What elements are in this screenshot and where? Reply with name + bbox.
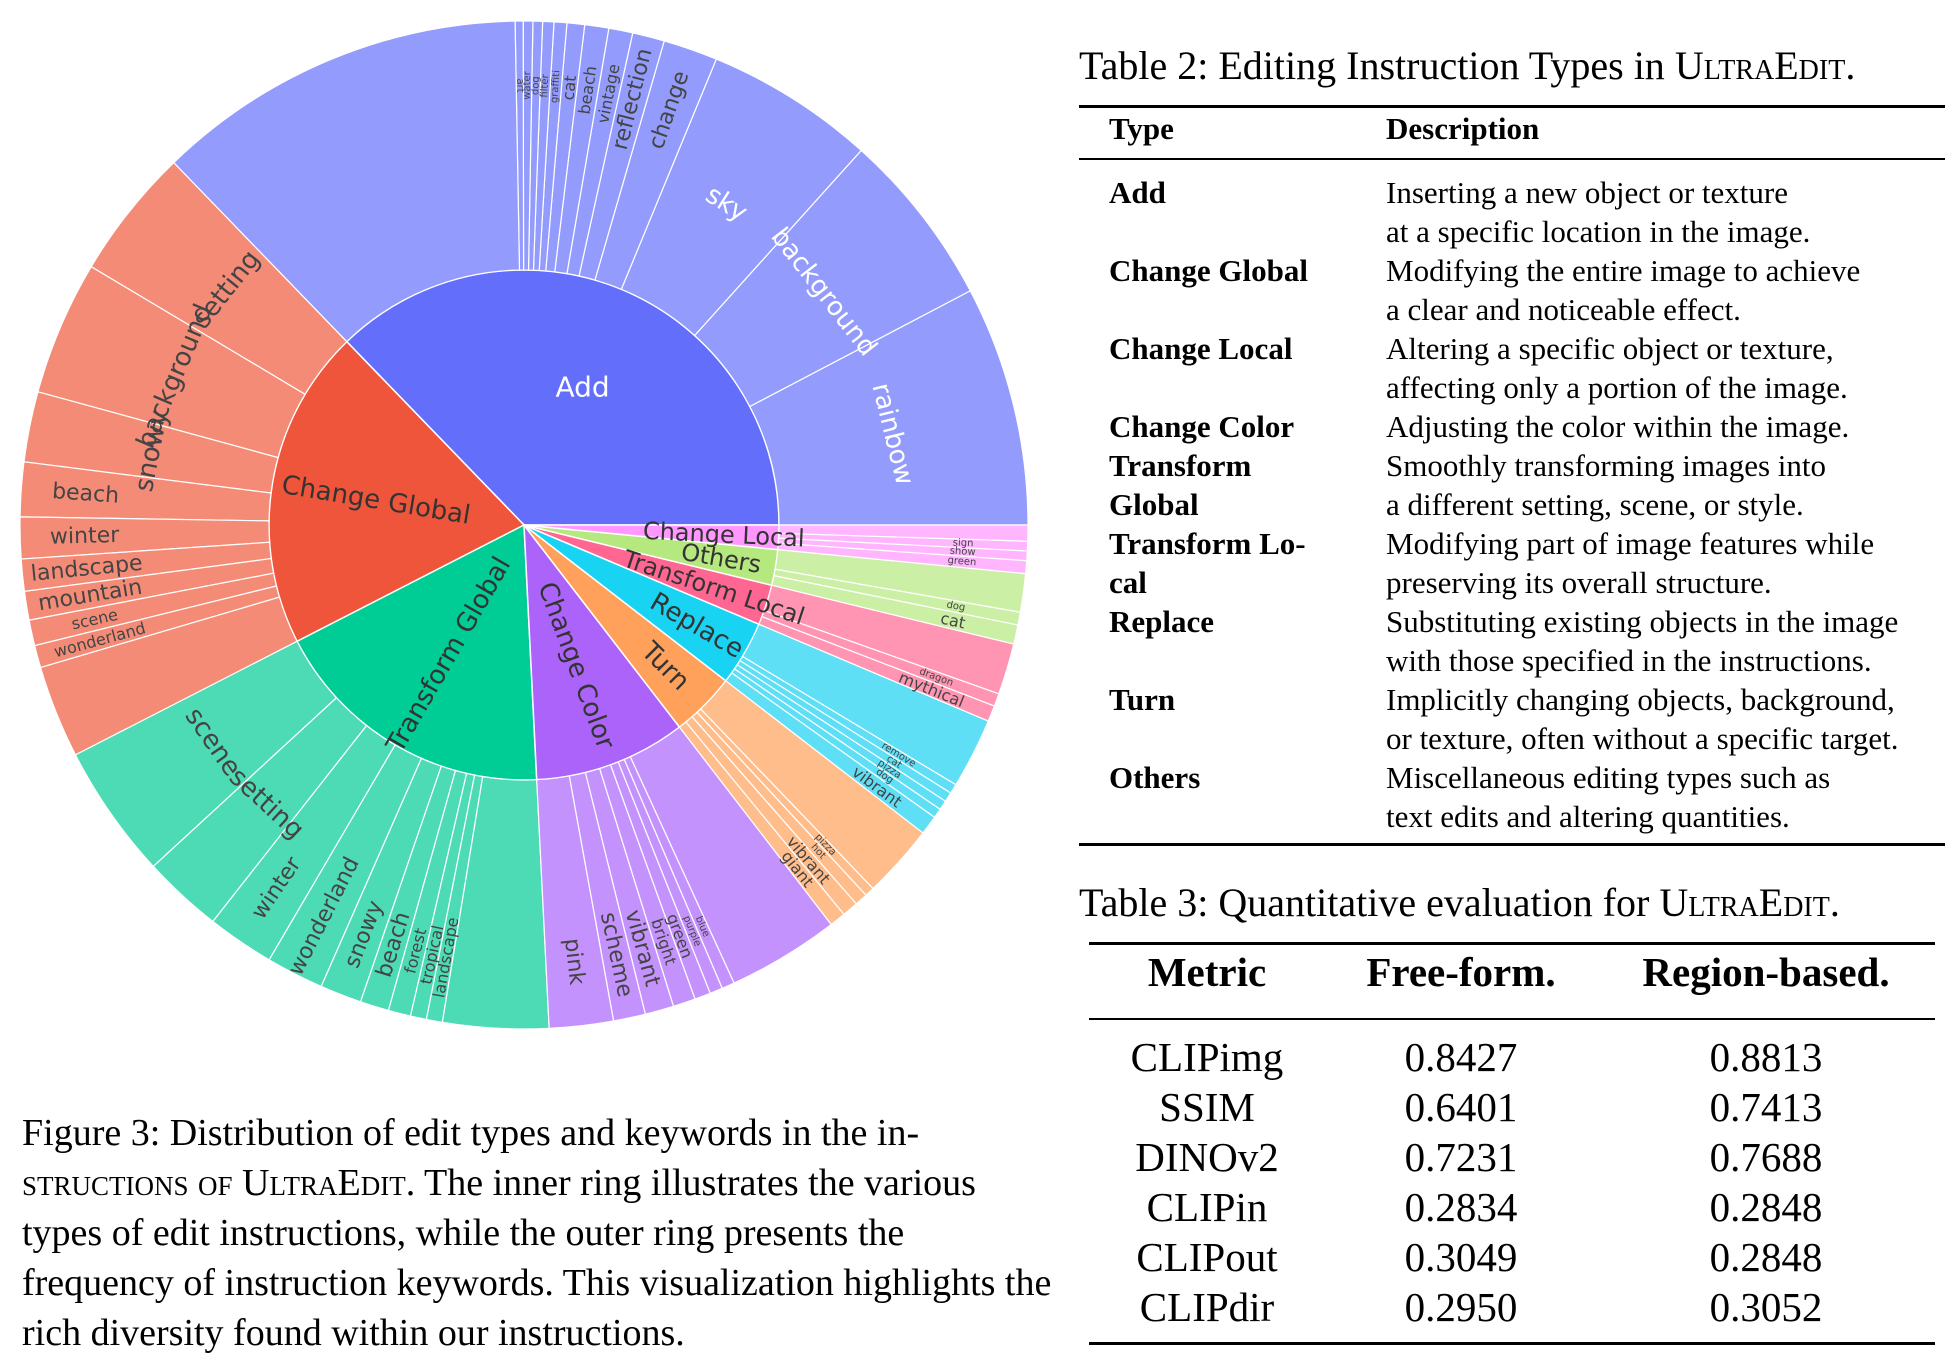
table2-desc-cell: text edits and altering quantities.: [1386, 799, 1790, 834]
outer-label: beach: [51, 479, 120, 509]
table3-value-cell: 0.7231: [1404, 1134, 1518, 1180]
outer-label: dog: [530, 76, 542, 95]
inner-label: Add: [555, 370, 609, 403]
table3-metric-cell: SSIM: [1159, 1084, 1255, 1130]
table3-value-cell: 0.2848: [1709, 1184, 1823, 1230]
table3-metric-cell: CLIPimg: [1130, 1034, 1284, 1080]
outer-label: winter: [50, 523, 121, 550]
table2-desc-cell: Implicitly changing objects, background,: [1386, 682, 1895, 717]
table2-type-cell: Replace: [1109, 604, 1215, 639]
table2-type-cell: Transform: [1109, 448, 1252, 483]
table2-header-type: Type: [1109, 111, 1174, 146]
figure-caption: Figure 3: Distribution of edit types and…: [22, 1108, 1052, 1358]
table3-value-cell: 0.6401: [1404, 1084, 1518, 1130]
table2-desc-cell: Adjusting the color within the image.: [1386, 409, 1850, 444]
table3-value-cell: 0.3052: [1709, 1284, 1823, 1330]
outer-label: cat: [559, 74, 580, 101]
outer-label: sign: [953, 537, 974, 549]
outer-label: show: [949, 546, 975, 559]
table3-metric-cell: CLIPdir: [1139, 1284, 1275, 1330]
table2-desc-cell: Modifying the entire image to achieve: [1386, 253, 1861, 288]
table3-title-name: UltraEdit.: [1659, 880, 1840, 925]
table2-title-name: UltraEdit.: [1674, 43, 1856, 88]
table2-type-cell: Change Local: [1109, 331, 1293, 366]
caption-rest: The inner ring illustrates the various t…: [22, 1162, 1052, 1354]
table3-value-cell: 0.7413: [1709, 1084, 1823, 1130]
table2-type-cell: Global: [1109, 487, 1199, 522]
table3-value-cell: 0.2950: [1404, 1284, 1518, 1330]
table3-value-cell: 0.2834: [1404, 1184, 1518, 1230]
table2-desc-cell: Altering a specific object or texture,: [1386, 331, 1834, 366]
table3-bottom-rule: [1089, 1342, 1935, 1345]
table2-desc-cell: Smoothly transforming images into: [1386, 448, 1826, 483]
caption-label: Figure 3: Distribution of edit types and…: [22, 1112, 920, 1154]
table2-type-cell: Add: [1109, 175, 1166, 210]
table3-value-cell: 0.8427: [1404, 1034, 1518, 1080]
table3-title-prefix: Table 3: Quantitative evaluation for: [1079, 880, 1650, 925]
outer-slice-add: [172, 20, 521, 343]
caption-sc: structions of UltraEdit.: [22, 1162, 416, 1204]
table3-header-cell: Region-based.: [1642, 949, 1890, 995]
outer-label: filter: [539, 73, 551, 98]
table3-metric-cell: CLIPin: [1146, 1184, 1268, 1230]
table2-desc-cell: Modifying part of image features while: [1386, 526, 1875, 561]
table2-desc-cell: preserving its overall structure.: [1386, 565, 1772, 600]
table3-header-cell: Metric: [1147, 949, 1267, 995]
table2-type-cell: Transform Lo-: [1109, 526, 1306, 561]
table2-title: Table 2: Editing Instruction Types in Ul…: [1079, 42, 1855, 89]
outer-label: art: [514, 78, 525, 92]
table2-type-cell: Turn: [1109, 682, 1176, 717]
table2-type-cell: Change Color: [1109, 409, 1295, 444]
table3-value-cell: 0.2848: [1709, 1234, 1823, 1280]
outer-slice-change-local: [778, 524, 1029, 542]
table3-top-rule: [1089, 942, 1935, 945]
table3-title: Table 3: Quantitative evaluation for Ult…: [1079, 879, 1840, 926]
table2-type-cell: Others: [1109, 760, 1201, 795]
table2-desc-cell: Miscellaneous editing types such as: [1386, 760, 1831, 795]
table2-desc-cell: a clear and noticeable effect.: [1386, 292, 1741, 327]
table2-desc-cell: or texture, often without a specific tar…: [1386, 721, 1899, 756]
table2-desc-cell: Inserting a new object or texture: [1386, 175, 1788, 210]
table2-desc-cell: Substituting existing objects in the ima…: [1386, 604, 1899, 639]
table2-header-desc: Description: [1386, 111, 1540, 146]
table3-header-cell: Free-form.: [1366, 949, 1556, 995]
table2-desc-cell: a different setting, scene, or style.: [1386, 487, 1804, 522]
table3-metric-cell: DINOv2: [1135, 1134, 1279, 1180]
outer-label: dog: [946, 600, 967, 614]
table2-type-cell: Change Global: [1109, 253, 1308, 288]
table2-bottom-rule: [1079, 843, 1945, 846]
table3-mid-rule: [1089, 1018, 1935, 1020]
table2-desc-cell: with those specified in the instructions…: [1386, 643, 1872, 678]
outer-label: cat: [939, 609, 967, 633]
sunburst-chart: rainbowbackgroundskychangereflectionvint…: [19, 20, 1029, 1030]
outer-label: pink: [559, 937, 589, 987]
table2-type-cell: cal: [1109, 565, 1147, 600]
table2-top-rule: [1079, 105, 1945, 108]
table3-value-cell: 0.3049: [1404, 1234, 1518, 1280]
outer-label: graffiti: [549, 70, 562, 104]
table2-mid-rule: [1079, 158, 1945, 160]
table2-desc-cell: at a specific location in the image.: [1386, 214, 1811, 249]
table2-desc-cell: affecting only a portion of the image.: [1386, 370, 1848, 405]
outer-label: water: [522, 70, 533, 99]
sunburst-slices: [19, 20, 1029, 1030]
table3-value-cell: 0.8813: [1709, 1034, 1823, 1080]
table3-metric-cell: CLIPout: [1136, 1234, 1278, 1280]
table3-value-cell: 0.7688: [1709, 1134, 1823, 1180]
outer-label: green: [947, 555, 977, 568]
table2-title-prefix: Table 2: Editing Instruction Types in: [1079, 43, 1665, 88]
